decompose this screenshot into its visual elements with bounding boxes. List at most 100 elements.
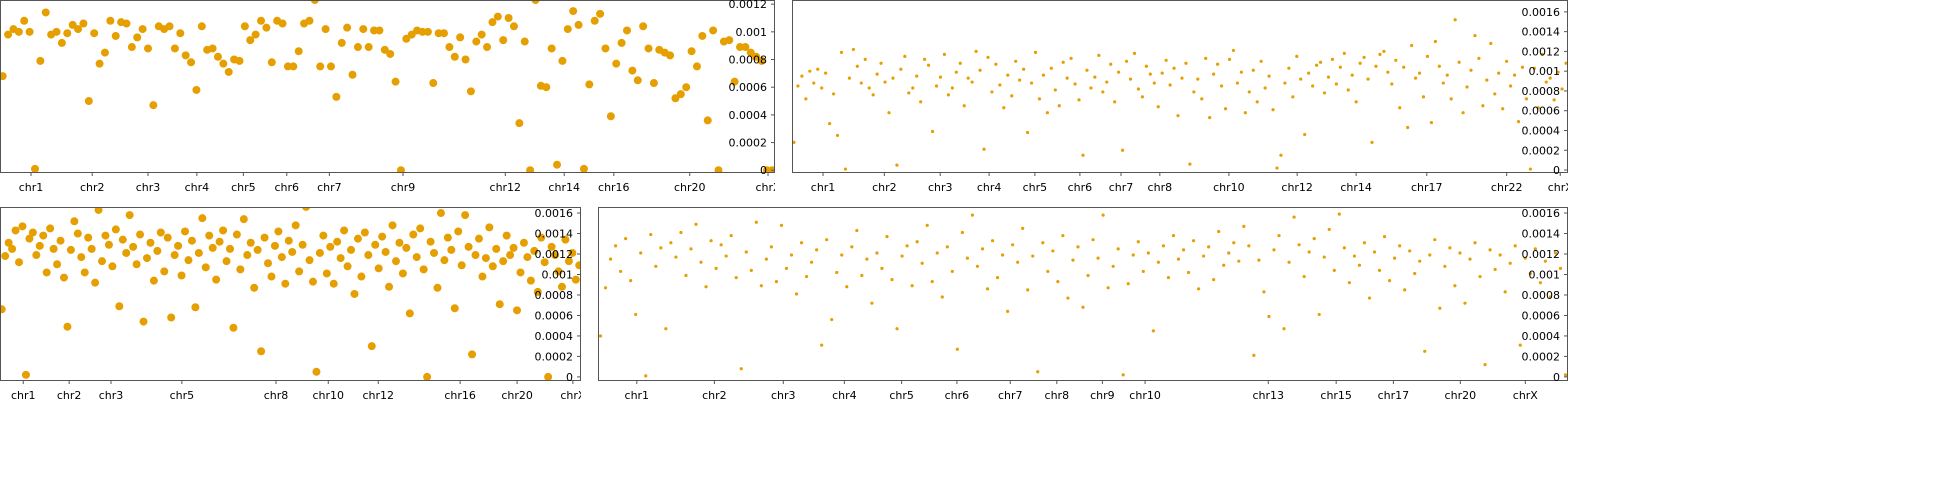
point	[407, 30, 416, 39]
point	[1352, 254, 1356, 258]
point	[1410, 43, 1414, 48]
point	[946, 93, 950, 97]
point	[1536, 106, 1540, 110]
point	[828, 121, 832, 126]
point	[1014, 59, 1018, 63]
plot-area	[792, 18, 1568, 171]
point	[1117, 70, 1121, 74]
point	[1421, 95, 1426, 99]
point	[569, 7, 578, 16]
point	[574, 20, 583, 29]
point	[208, 44, 217, 53]
point	[544, 372, 553, 381]
point	[402, 34, 411, 43]
point	[381, 247, 390, 256]
y-tick-label: 0.0004	[1522, 124, 1561, 137]
point	[488, 262, 497, 271]
point	[724, 254, 728, 258]
point	[526, 276, 535, 285]
point	[79, 19, 88, 28]
point	[132, 260, 141, 269]
point	[687, 47, 696, 56]
point	[289, 62, 298, 71]
point	[608, 257, 613, 261]
point	[170, 44, 179, 53]
point	[1109, 62, 1113, 66]
point	[1297, 243, 1301, 247]
point	[257, 347, 266, 356]
point	[768, 166, 775, 173]
point	[601, 44, 610, 53]
point	[194, 248, 203, 257]
point	[792, 140, 796, 144]
point	[674, 255, 678, 259]
point	[974, 49, 978, 54]
x-tick-label: chr7	[998, 389, 1023, 402]
y-tick-label: 0.0012	[535, 248, 574, 261]
point	[212, 275, 221, 284]
point	[847, 76, 852, 80]
point	[692, 62, 701, 71]
point	[986, 55, 990, 59]
point	[883, 80, 887, 84]
point	[820, 343, 824, 347]
point	[1010, 94, 1014, 98]
point	[277, 253, 286, 262]
point	[919, 100, 923, 104]
point	[769, 245, 773, 249]
y-tick-label: 0.0002	[729, 137, 768, 150]
point	[1382, 49, 1386, 54]
point	[291, 221, 300, 230]
point	[887, 111, 891, 115]
point	[911, 86, 915, 90]
point	[246, 36, 255, 45]
point	[440, 256, 449, 265]
point	[622, 26, 631, 35]
point	[375, 26, 384, 35]
point	[1116, 247, 1120, 251]
point	[1000, 253, 1005, 257]
point	[779, 223, 784, 227]
point	[1126, 282, 1130, 286]
point	[995, 275, 1000, 280]
point	[181, 51, 190, 60]
point	[629, 279, 633, 283]
point	[1560, 87, 1564, 91]
point	[46, 224, 55, 233]
point	[1222, 263, 1226, 267]
point	[1528, 167, 1532, 171]
point	[1212, 278, 1216, 282]
point	[1393, 256, 1397, 260]
point	[73, 229, 82, 238]
point	[960, 230, 964, 235]
y-tick-label: 0.001	[736, 26, 768, 39]
point	[1358, 61, 1362, 65]
point	[915, 240, 919, 244]
point	[1556, 70, 1560, 74]
point	[1033, 50, 1038, 54]
point	[1417, 71, 1422, 75]
point	[895, 163, 899, 167]
point	[353, 234, 362, 243]
y-tick-label: 0.0002	[535, 350, 574, 363]
x-tick-label: chr10	[312, 389, 344, 402]
point	[127, 43, 136, 52]
point	[240, 22, 249, 31]
point	[1485, 78, 1489, 82]
point	[1311, 84, 1315, 88]
point	[1025, 130, 1030, 135]
point	[15, 258, 24, 267]
point	[1382, 234, 1387, 239]
point	[457, 261, 466, 270]
point	[1216, 62, 1220, 66]
point	[719, 243, 723, 247]
point	[551, 251, 560, 260]
point	[1061, 60, 1065, 64]
x-tick-label: chr10	[1213, 181, 1245, 194]
point	[364, 251, 373, 260]
point	[95, 59, 104, 68]
point	[659, 246, 663, 250]
point	[537, 233, 546, 242]
point	[1457, 60, 1461, 64]
